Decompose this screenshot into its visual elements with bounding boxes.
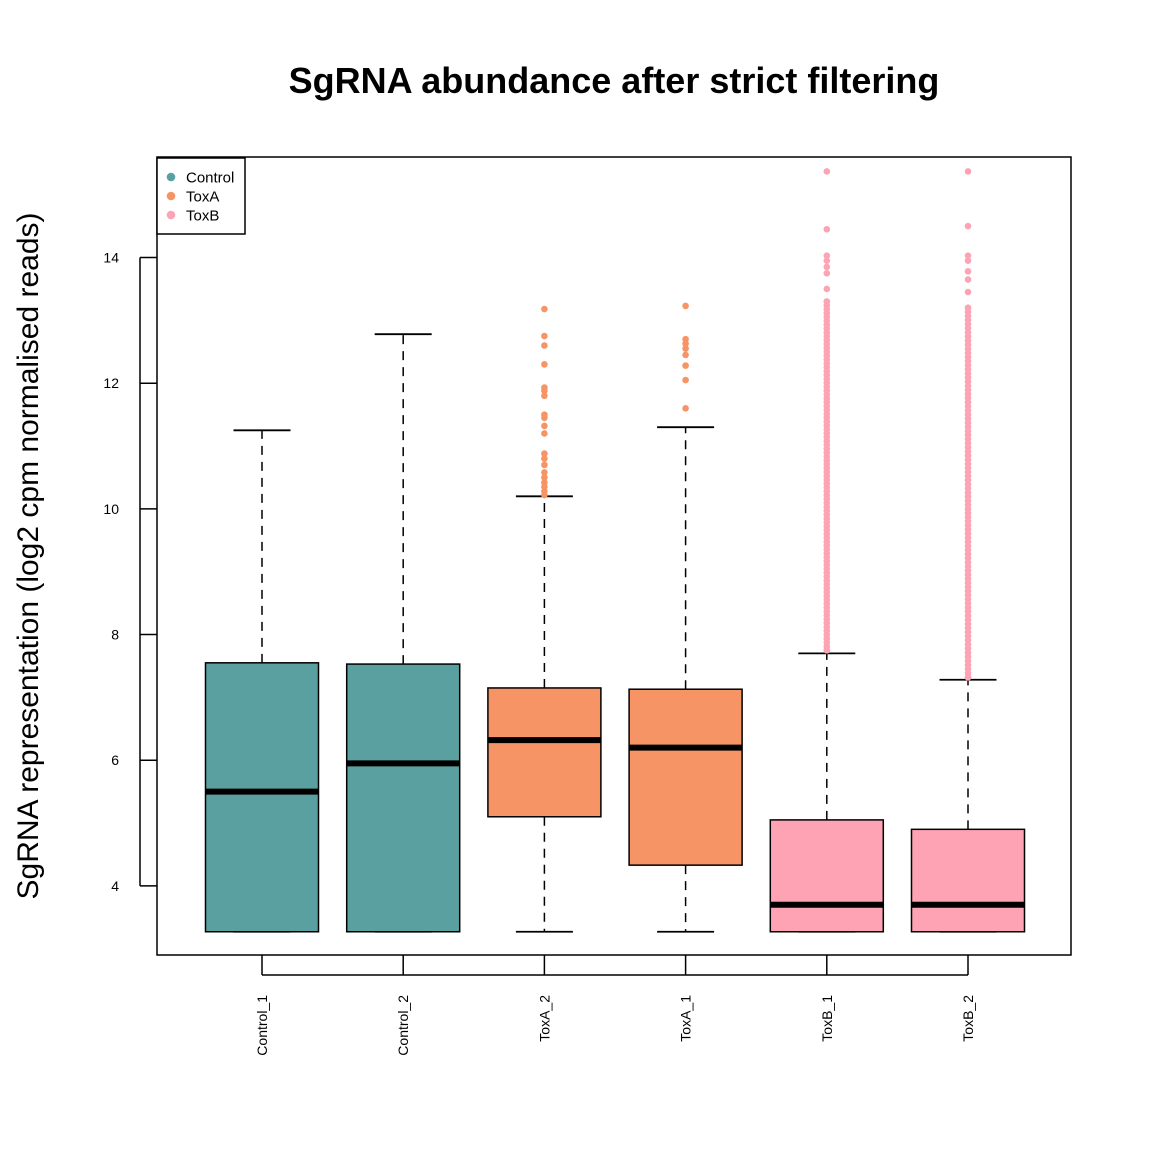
x-tick-label: ToxA_2 [536, 995, 552, 1042]
legend: Control ToxA ToxB [156, 157, 246, 235]
y-axis: 4 6 8 10 12 14 [103, 250, 157, 894]
outlier-point [541, 342, 548, 349]
y-tick-label: 14 [103, 250, 119, 266]
box-iqr [204, 662, 320, 933]
outlier-point [823, 269, 831, 277]
legend-label: ToxB [186, 208, 219, 225]
outlier-point [541, 305, 548, 313]
legend-item-toxb: ToxB [166, 208, 219, 225]
outlier-point [964, 304, 972, 312]
box-iqr [345, 663, 461, 933]
outlier-point [682, 345, 689, 352]
box-iqr [487, 687, 602, 818]
outlier-point [541, 430, 548, 437]
box-iqr [910, 828, 1026, 933]
outlier-point [823, 168, 831, 175]
x-tick-label: ToxB_2 [960, 995, 976, 1042]
outlier-point [823, 257, 831, 264]
box-ToxA_2 [487, 305, 602, 933]
y-tick-label: 10 [103, 501, 119, 517]
legend-marker [166, 191, 176, 201]
legend-marker [166, 172, 176, 182]
outlier-point [541, 422, 548, 430]
legend-item-toxa: ToxA [166, 189, 219, 206]
outlier-point [823, 252, 831, 259]
outlier-point [541, 469, 548, 476]
outlier-point [964, 268, 972, 275]
outlier-point [541, 384, 548, 391]
outlier-point [823, 225, 831, 233]
box-iqr [769, 819, 885, 933]
y-tick-label: 4 [111, 878, 119, 894]
outlier-point [964, 288, 972, 296]
legend-label: Control [186, 170, 234, 187]
y-tick-label: 12 [103, 375, 119, 391]
box-iqr [628, 688, 743, 866]
outlier-point [541, 455, 548, 462]
outlier-point [964, 252, 972, 259]
box-ToxB_1 [769, 168, 885, 933]
outlier-point [541, 450, 548, 457]
outlier-point [541, 474, 548, 481]
outlier-point [964, 257, 972, 264]
outlier-point [541, 479, 548, 486]
outlier-point [541, 332, 548, 340]
chart-title: SgRNA abundance after strict filtering [289, 60, 940, 101]
plot-frame [156, 156, 1072, 956]
legend-item-control: Control [166, 170, 234, 187]
outlier-point [682, 362, 689, 369]
box-Control_1 [204, 429, 320, 933]
plot-area [204, 168, 1026, 933]
x-axis: Control_1 Control_2 ToxA_2 ToxA_1 ToxB_1 ToxB… [254, 955, 976, 1056]
legend-label: ToxA [186, 189, 219, 206]
outlier-point [964, 222, 972, 230]
x-tick-label: ToxA_1 [678, 995, 694, 1042]
box-ToxA_1 [628, 302, 743, 933]
outlier-point [541, 392, 548, 400]
box-Control_2 [345, 333, 461, 933]
x-tick-label: Control_1 [254, 995, 270, 1056]
y-tick-label: 8 [111, 627, 119, 643]
outlier-point [682, 351, 689, 359]
box-ToxB_2 [910, 168, 1026, 933]
outlier-point [541, 361, 548, 368]
legend-marker [166, 210, 176, 220]
y-tick-label: 6 [111, 752, 119, 768]
outlier-point [541, 461, 548, 469]
dense-outliers-ToxB_2 [964, 304, 972, 681]
outlier-point [682, 335, 689, 343]
outlier-point [541, 411, 548, 418]
outlier-point [964, 276, 972, 283]
outlier-point [823, 285, 831, 293]
y-axis-label: SgRNA representation (log2 cpm normalise… [12, 213, 45, 900]
outlier-point [964, 168, 972, 175]
outlier-point [682, 376, 689, 384]
outlier-point [823, 298, 831, 305]
outlier-point [823, 263, 831, 271]
x-tick-label: ToxB_1 [819, 995, 835, 1042]
x-tick-label: Control_2 [395, 995, 411, 1056]
outlier-point [682, 302, 689, 310]
dense-outliers-ToxB_1 [823, 298, 831, 654]
outlier-point [682, 405, 689, 412]
